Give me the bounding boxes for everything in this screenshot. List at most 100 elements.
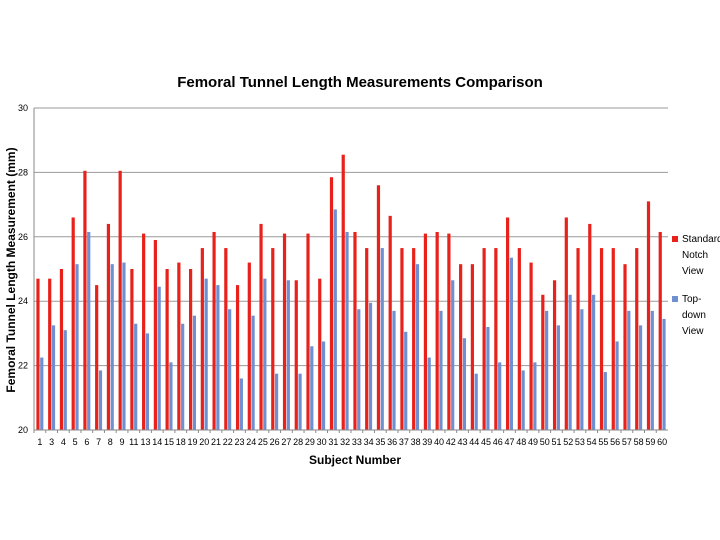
bar-standard-notch bbox=[130, 269, 134, 430]
bar-top-down bbox=[603, 372, 607, 430]
bar-standard-notch bbox=[106, 223, 111, 430]
bar-standard-notch bbox=[517, 248, 521, 430]
bar-top-down bbox=[368, 302, 373, 430]
y-axis-label: Femoral Tunnel Length Measurement (mm) bbox=[4, 147, 18, 393]
x-tick-label: 6 bbox=[84, 437, 89, 447]
x-tick-label: 8 bbox=[108, 437, 113, 447]
x-tick-label: 39 bbox=[422, 437, 432, 447]
bar-top-down bbox=[591, 294, 596, 430]
bar-top-down bbox=[310, 346, 314, 430]
x-tick-label: 4 bbox=[61, 437, 66, 447]
x-tick-label: 36 bbox=[387, 437, 397, 447]
bar-standard-notch bbox=[142, 233, 146, 430]
bar-standard-notch bbox=[329, 177, 334, 430]
bar-standard-notch bbox=[235, 285, 240, 430]
x-tick-label: 51 bbox=[551, 437, 561, 447]
bar-top-down bbox=[486, 326, 490, 430]
x-tick-label: 13 bbox=[141, 437, 151, 447]
x-tick-label: 46 bbox=[493, 437, 503, 447]
bar-standard-notch bbox=[376, 185, 381, 430]
bar-standard-notch bbox=[494, 248, 498, 430]
bar-standard-notch bbox=[153, 240, 157, 430]
bar-top-down bbox=[134, 323, 138, 430]
bar-standard-notch bbox=[529, 262, 533, 430]
legend-item-standard-notch: Standard Notch View bbox=[672, 232, 720, 292]
bar-top-down bbox=[110, 264, 114, 430]
x-tick-label: 44 bbox=[469, 437, 479, 447]
x-tick-label: 27 bbox=[281, 437, 291, 447]
x-tick-label: 37 bbox=[399, 437, 409, 447]
legend-label-top-down: Top- down View bbox=[682, 292, 720, 340]
x-tick-label: 32 bbox=[340, 437, 350, 447]
y-tick-label: 26 bbox=[18, 232, 28, 242]
x-tick-label: 7 bbox=[96, 437, 101, 447]
legend-line: Top- bbox=[682, 294, 702, 305]
bar-standard-notch bbox=[271, 248, 275, 430]
x-tick-label: 60 bbox=[657, 437, 667, 447]
x-tick-label: 23 bbox=[234, 437, 244, 447]
bar-top-down bbox=[556, 325, 560, 430]
bar-standard-notch bbox=[400, 248, 404, 430]
x-tick-label: 40 bbox=[434, 437, 444, 447]
bar-standard-notch bbox=[247, 262, 251, 430]
bar-standard-notch bbox=[282, 233, 287, 430]
x-tick-label: 47 bbox=[504, 437, 514, 447]
bar-top-down bbox=[615, 341, 619, 430]
bar-top-down bbox=[51, 325, 56, 430]
legend-line: View bbox=[682, 326, 704, 337]
x-tick-label: 24 bbox=[246, 437, 256, 447]
bar-top-down bbox=[251, 315, 255, 430]
bar-top-down bbox=[451, 280, 455, 430]
x-tick-label: 29 bbox=[305, 437, 315, 447]
y-tick-labels: 20 22 24 26 28 30 bbox=[18, 103, 28, 435]
bar-standard-notch bbox=[599, 248, 604, 430]
x-tick-label: 15 bbox=[164, 437, 174, 447]
bar-standard-notch bbox=[165, 269, 169, 430]
bar-standard-notch bbox=[200, 248, 204, 430]
bar-top-down bbox=[545, 310, 549, 430]
bar-top-down bbox=[87, 231, 91, 430]
bar-top-down bbox=[568, 294, 572, 430]
bar-standard-notch bbox=[447, 233, 451, 430]
bar-top-down bbox=[75, 264, 79, 430]
bar-standard-notch bbox=[459, 264, 463, 430]
legend-line: Standard bbox=[682, 234, 720, 245]
bar-top-down bbox=[638, 325, 643, 430]
bar-standard-notch bbox=[576, 248, 580, 430]
x-tick-label: 43 bbox=[458, 437, 468, 447]
x-tick-label: 53 bbox=[575, 437, 585, 447]
x-tick-label: 3 bbox=[49, 437, 54, 447]
bar-standard-notch bbox=[71, 217, 75, 430]
bar-top-down bbox=[392, 310, 396, 430]
bar-top-down bbox=[204, 278, 208, 430]
bar-standard-notch bbox=[588, 223, 592, 430]
bar-standard-notch bbox=[189, 269, 193, 430]
bar-top-down bbox=[192, 315, 196, 430]
bar-standard-notch bbox=[482, 248, 486, 430]
bar-standard-notch bbox=[564, 217, 568, 430]
bar-top-down bbox=[650, 310, 654, 430]
bar-standard-notch bbox=[435, 231, 439, 430]
bar-standard-notch bbox=[306, 233, 310, 430]
bar-top-down bbox=[580, 309, 584, 430]
x-tick-label: 25 bbox=[258, 437, 268, 447]
x-tick-label: 21 bbox=[211, 437, 221, 447]
x-tick-label: 38 bbox=[411, 437, 421, 447]
x-tick-label: 58 bbox=[634, 437, 644, 447]
y-tick-label: 28 bbox=[18, 167, 28, 177]
gridlines bbox=[34, 107, 668, 431]
bar-top-down bbox=[263, 278, 267, 430]
x-tick-label: 30 bbox=[317, 437, 327, 447]
bar-top-down bbox=[98, 370, 103, 430]
chart-title: Femoral Tunnel Length Measurements Compa… bbox=[177, 74, 543, 91]
bar-top-down bbox=[239, 378, 243, 430]
bar-standard-notch bbox=[59, 269, 64, 430]
bar-top-down bbox=[63, 330, 67, 430]
bar-top-down bbox=[216, 285, 220, 430]
x-tick-label: 34 bbox=[364, 437, 374, 447]
y-tick-label: 24 bbox=[18, 296, 28, 306]
bar-standard-notch bbox=[341, 154, 345, 430]
legend: Standard Notch View Top- down View bbox=[672, 232, 720, 352]
bar-top-down bbox=[427, 357, 431, 430]
